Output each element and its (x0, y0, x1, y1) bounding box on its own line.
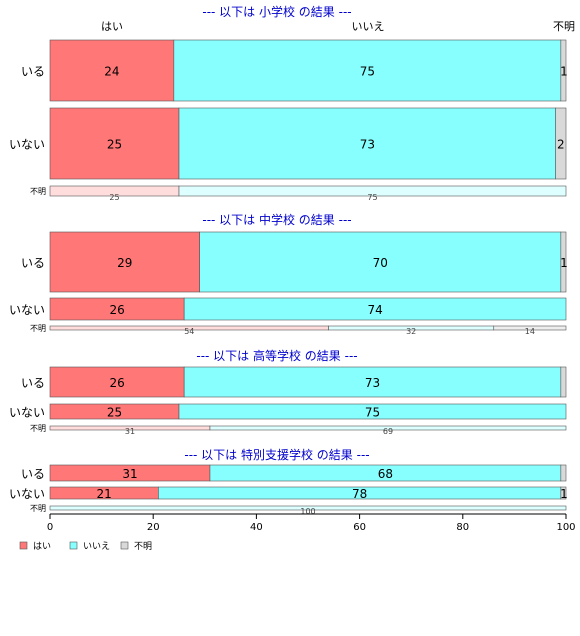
bar-segment (560, 39, 567, 102)
bar-segment (183, 366, 562, 398)
data-label: 100 (300, 507, 315, 516)
data-label: 31 (125, 427, 135, 436)
row-label: いる (21, 467, 45, 481)
data-label: 73 (360, 138, 375, 152)
panel-title: --- 以下は 中学校 の結果 --- (202, 212, 351, 227)
legend-swatch (69, 541, 78, 550)
row-label: 不明 (30, 187, 46, 196)
data-label: 75 (365, 406, 380, 420)
x-tick-label: 0 (47, 522, 53, 533)
row-label: いる (21, 376, 45, 390)
data-label: 26 (109, 376, 124, 390)
data-label: 26 (109, 303, 124, 317)
data-label: 1 (560, 487, 568, 501)
bar-segment (49, 366, 185, 398)
x-tick-label: 60 (353, 522, 366, 533)
data-label: 69 (383, 427, 393, 436)
row-label: 不明 (30, 424, 46, 433)
top-category-label: はい (101, 20, 123, 33)
data-label: 1 (560, 256, 568, 270)
data-label: 29 (117, 256, 132, 270)
bar-segment (560, 486, 567, 500)
bar-segment (178, 185, 567, 197)
panel-title: --- 以下は 小学校 の結果 --- (202, 4, 351, 19)
data-label: 70 (373, 256, 388, 270)
data-label: 32 (406, 327, 416, 336)
bar-segment (199, 231, 562, 293)
bar-segment (49, 39, 175, 102)
top-category-label: 不明 (553, 20, 575, 33)
bar-segment (49, 231, 200, 293)
bar-segment (183, 297, 567, 321)
legend-label: いいえ (83, 541, 110, 552)
bar-segment (555, 107, 567, 180)
bar-segment (178, 403, 567, 420)
data-label: 75 (367, 193, 377, 202)
legend-label: はい (33, 541, 51, 552)
bar-segment (178, 107, 556, 180)
row-label: 不明 (30, 324, 46, 333)
legend-swatch (19, 541, 28, 550)
bar-segment (560, 464, 567, 482)
x-tick-label: 80 (456, 522, 469, 533)
panel-title: --- 以下は 高等学校 の結果 --- (196, 348, 357, 363)
data-label: 25 (107, 138, 122, 152)
data-label: 2 (557, 138, 565, 152)
bar-segment (493, 325, 567, 331)
bar-segment (560, 231, 567, 293)
data-label: 14 (525, 327, 535, 336)
legend-label: 不明 (134, 541, 152, 552)
row-label: いる (21, 65, 45, 79)
row-label: いない (9, 406, 45, 420)
data-label: 25 (107, 406, 122, 420)
data-label: 24 (104, 65, 119, 79)
data-label: 25 (109, 193, 119, 202)
row-label: いない (9, 487, 45, 501)
data-label: 68 (378, 467, 393, 481)
legend-swatch (120, 541, 129, 550)
row-label: いる (21, 256, 45, 270)
top-category-label: いいえ (352, 20, 385, 33)
data-label: 54 (184, 327, 194, 336)
data-label: 73 (365, 376, 380, 390)
x-tick-label: 100 (556, 522, 575, 533)
bar-segment (209, 425, 567, 431)
data-label: 31 (122, 467, 137, 481)
row-label: いない (9, 303, 45, 317)
bar-segment (49, 505, 567, 511)
x-tick-label: 40 (250, 522, 263, 533)
panel-title: --- 以下は 特別支援学校 の結果 --- (184, 447, 369, 462)
data-label: 1 (560, 65, 568, 79)
x-tick-label: 20 (147, 522, 160, 533)
data-label: 21 (97, 487, 112, 501)
bar-segment (173, 39, 562, 102)
bar-segment (560, 366, 567, 398)
data-label: 74 (367, 303, 382, 317)
data-label: 75 (360, 65, 375, 79)
row-label: 不明 (30, 504, 46, 513)
row-label: いない (9, 138, 45, 152)
data-label: 78 (352, 487, 367, 501)
